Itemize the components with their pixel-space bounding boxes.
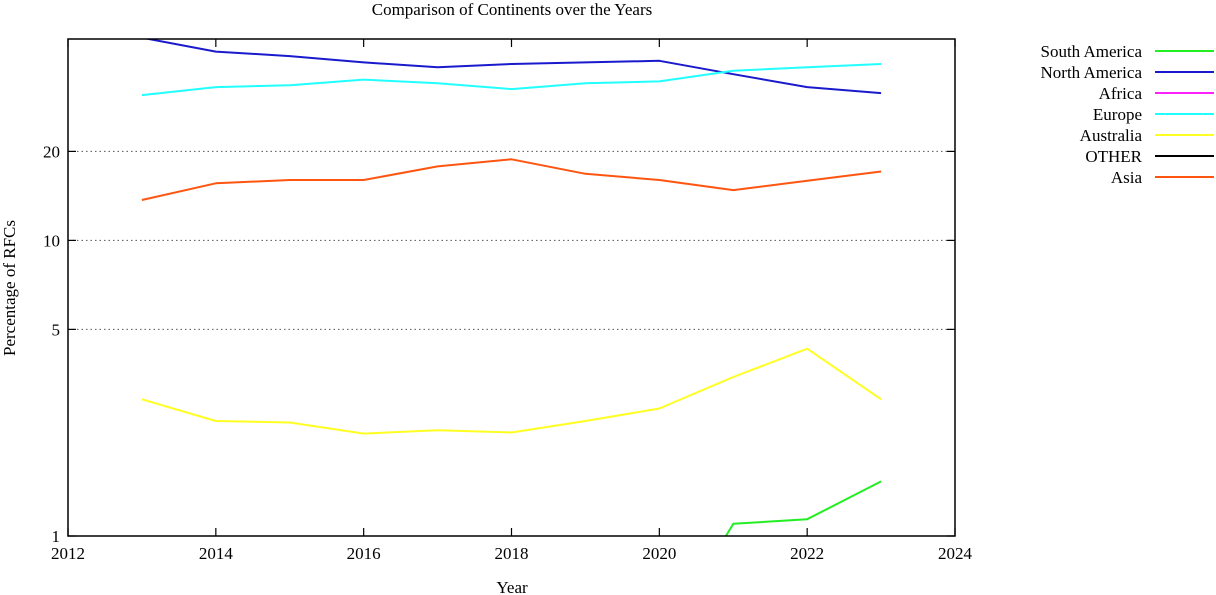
legend-label-asia: Asia <box>1111 168 1143 187</box>
legend-label-australia: Australia <box>1080 126 1143 145</box>
chart-title: Comparison of Continents over the Years <box>372 0 652 19</box>
legend-label-europe: Europe <box>1093 105 1142 124</box>
y-axis-label: Percentage of RFCs <box>0 220 19 356</box>
x-tick-label: 2014 <box>199 544 234 563</box>
series-line-europe <box>141 63 882 97</box>
series-line-north-america <box>143 39 882 95</box>
legend-label-africa: Africa <box>1099 84 1143 103</box>
y-tick-label: 20 <box>43 142 60 161</box>
legend: South America North America Africa Europe Au… <box>1040 42 1214 187</box>
plot-area-frame <box>67 38 956 537</box>
series-line-south-america <box>725 480 882 536</box>
x-axis-label: Year <box>496 578 528 595</box>
x-tick-label: 2018 <box>495 544 529 563</box>
y-tick-label: 10 <box>43 231 60 250</box>
y-tick-label: 1 <box>52 527 61 546</box>
legend-label-other: OTHER <box>1085 147 1142 166</box>
series-layer <box>141 39 882 536</box>
tick-layer: 1 5 10 20 2012 2014 2016 2018 2020 2022 2024 <box>43 39 973 563</box>
y-tick-label: 5 <box>52 320 61 339</box>
x-tick-label: 2012 <box>51 544 85 563</box>
grid-layer <box>68 150 955 330</box>
x-tick-label: 2024 <box>938 544 973 563</box>
legend-label-north-america: North America <box>1041 63 1143 82</box>
series-line-asia <box>141 158 882 201</box>
series-line-australia <box>141 347 882 435</box>
x-tick-label: 2016 <box>347 544 381 563</box>
x-tick-label: 2022 <box>790 544 824 563</box>
legend-label-south-america: South America <box>1040 42 1142 61</box>
x-tick-label: 2020 <box>642 544 676 563</box>
